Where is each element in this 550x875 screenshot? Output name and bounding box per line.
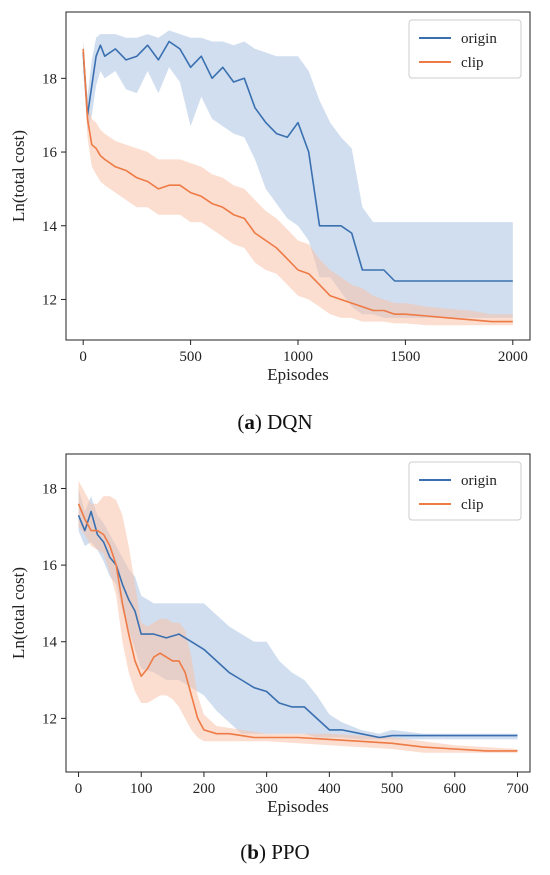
- legend-label-origin-dqn: origin: [461, 31, 497, 47]
- line-clip-dqn: [82, 48, 513, 323]
- x-tick-label-ppo-4: 400: [318, 781, 341, 797]
- y-tick-label-dqn-0: 12: [42, 292, 57, 308]
- y-tick-label-dqn-2: 16: [42, 145, 58, 161]
- x-tick-label-dqn-3: 1500: [390, 349, 420, 365]
- legend-label-clip-dqn: clip: [461, 55, 484, 71]
- x-tick-label-ppo-7: 700: [506, 781, 529, 797]
- caption-ppo: (b) PPO: [240, 840, 310, 864]
- plot-area-dqn: [82, 30, 513, 326]
- x-tick-label-dqn-0: 0: [79, 349, 87, 365]
- y-axis-label-ppo: Ln(total cost): [9, 567, 28, 659]
- x-tick-label-ppo-0: 0: [75, 781, 83, 797]
- plot-area-ppo: [77, 480, 518, 753]
- x-tick-label-dqn-4: 2000: [498, 349, 528, 365]
- y-tick-label-dqn-3: 18: [42, 71, 57, 87]
- x-tick-label-ppo-3: 300: [255, 781, 278, 797]
- line-origin-dqn: [82, 40, 513, 282]
- caption-dqn-text: DQN: [267, 410, 313, 434]
- chart-ppo: 0 100 200 300 400 500 600 700 12 14 16 18 Episodes Ln…: [9, 453, 531, 816]
- line-clip-ppo: [77, 503, 518, 752]
- chart-dqn: 0 500 1000 1500 2000 12 14 16 18 Episodes Ln(total…: [9, 11, 531, 384]
- legend-dqn: origin clip: [408, 19, 522, 79]
- y-tick-label-ppo-0: 12: [42, 711, 57, 727]
- line-origin-ppo: [77, 510, 518, 739]
- caption-ppo-letter: b: [247, 840, 259, 864]
- x-axis-label-ppo: Episodes: [267, 797, 328, 816]
- y-axis-label-dqn: Ln(total cost): [9, 130, 28, 222]
- axes-frame-ppo: [65, 453, 531, 773]
- legend-label-origin-ppo: origin: [461, 473, 497, 489]
- legend-box-ppo: [408, 461, 522, 521]
- caption-dqn-letter: a: [244, 410, 255, 434]
- x-tick-label-ppo-6: 600: [444, 781, 467, 797]
- y-tick-label-dqn-1: 14: [42, 219, 58, 235]
- x-tick-label-ppo-2: 200: [193, 781, 216, 797]
- y-tick-label-ppo-2: 16: [42, 558, 58, 574]
- y-tick-label-ppo-1: 14: [42, 635, 58, 651]
- band-origin-dqn: [83, 30, 513, 318]
- legend-box-dqn: [408, 19, 522, 79]
- x-tick-label-dqn-2: 1000: [283, 349, 313, 365]
- band-clip-dqn: [83, 41, 513, 326]
- legend-ppo: origin clip: [408, 461, 522, 521]
- x-tick-label-dqn-1: 500: [179, 349, 202, 365]
- caption-ppo-text: PPO: [271, 840, 310, 864]
- x-tick-label-ppo-1: 100: [130, 781, 153, 797]
- x-axis-label-dqn: Episodes: [267, 365, 328, 384]
- y-tick-label-ppo-3: 18: [42, 481, 57, 497]
- x-tick-label-ppo-5: 500: [381, 781, 404, 797]
- legend-label-clip-ppo: clip: [461, 497, 484, 513]
- caption-dqn: (a) DQN: [237, 410, 313, 434]
